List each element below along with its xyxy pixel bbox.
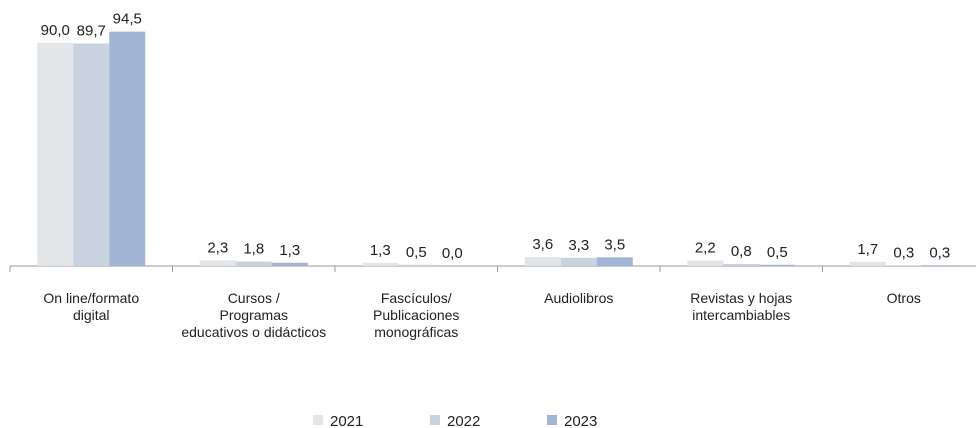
value-label: 94,5 [113,11,142,28]
x-tick-label: Revistas y hojas intercambiables [690,290,793,323]
value-label: 3,5 [604,236,625,253]
bar [560,257,597,266]
value-label: 0,3 [929,244,950,261]
value-label: 0,5 [406,244,427,261]
bar [73,43,110,266]
x-tick-label: Cursos / Programas educativos o didáctic… [181,290,327,340]
bar [199,260,236,266]
bar [723,264,760,266]
bar [885,265,922,266]
legend-label: 2022 [447,413,480,428]
value-label: 0,0 [442,245,463,262]
x-tick-label: On line/formato digital [43,290,140,323]
legend-label: 2021 [330,413,363,428]
bar [687,260,724,266]
bar [362,262,399,266]
value-label: 3,6 [532,236,553,253]
bar [37,42,74,266]
value-label: 1,7 [857,241,878,258]
bar [109,31,146,266]
value-label: 1,8 [243,241,264,258]
bar [235,261,272,266]
bar [921,265,958,266]
bar [596,257,633,266]
x-tick-label: Audiolibros [544,290,614,306]
value-label: 90,0 [41,22,70,39]
bar [849,261,886,266]
value-label: 0,8 [731,243,752,260]
legend-swatch [547,415,557,425]
value-label: 89,7 [77,23,106,40]
value-label: 0,3 [893,244,914,261]
bar [759,264,796,266]
legend-swatch [430,415,440,425]
bar [524,257,561,266]
x-tick-label: Otros [886,290,921,306]
value-label: 1,3 [370,242,391,259]
bar [398,264,435,266]
legend-label: 2023 [564,413,597,428]
value-label: 3,3 [568,237,589,254]
value-label: 1,3 [279,242,300,259]
value-label: 2,3 [207,239,228,256]
value-label: 2,2 [695,240,716,257]
value-label: 0,5 [767,244,788,261]
legend-swatch [313,415,323,425]
bar [271,262,308,266]
x-tick-label: Fascículos/ Publicaciones monográficas [373,290,460,340]
